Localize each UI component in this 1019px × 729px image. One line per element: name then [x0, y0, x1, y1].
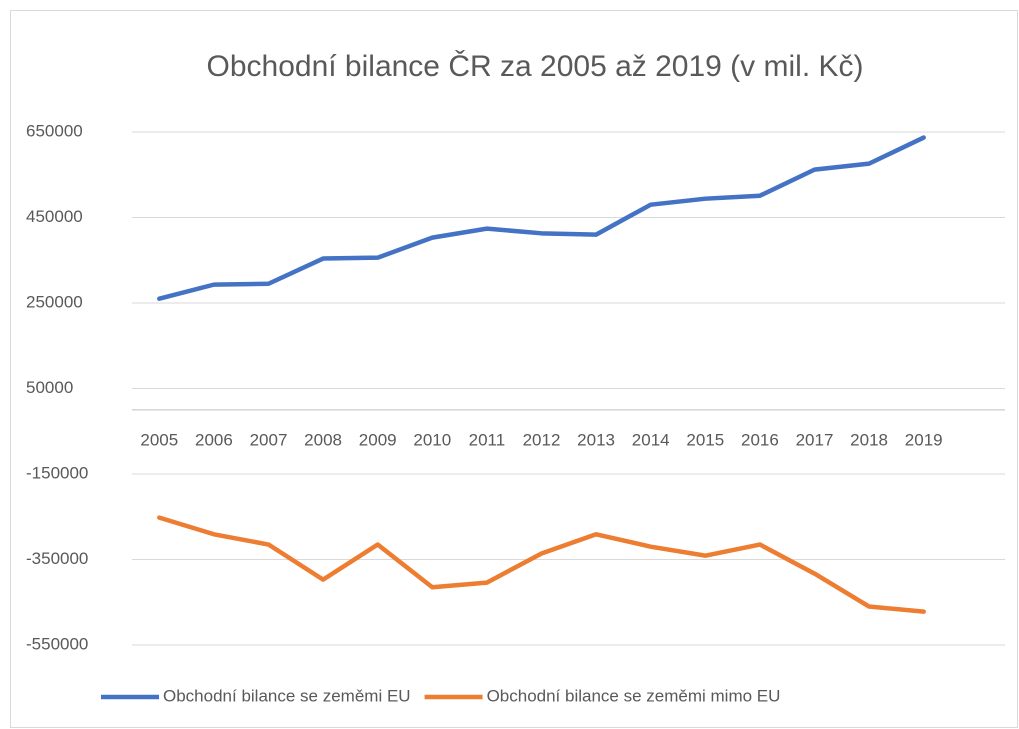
x-tick-label: 2013	[577, 430, 615, 449]
chart-frame	[10, 10, 1018, 728]
legend-label: Obchodní bilance se zeměmi EU	[163, 686, 411, 705]
y-tick-label: -350000	[26, 549, 88, 568]
x-tick-label: 2016	[741, 430, 779, 449]
chart-title: Obchodní bilance ČR za 2005 až 2019 (v m…	[207, 49, 864, 83]
y-tick-label: 250000	[26, 292, 83, 311]
y-tick-label: 50000	[26, 378, 73, 397]
data-line	[157, 515, 926, 614]
y-tick-label: -150000	[26, 463, 88, 482]
x-tick-label: 2014	[632, 430, 670, 449]
x-tick-label: 2019	[905, 430, 943, 449]
x-tick-label: 2009	[359, 430, 397, 449]
x-tick-label: 2015	[686, 430, 724, 449]
x-tick-label: 2018	[850, 430, 888, 449]
y-tick-label: 650000	[26, 121, 83, 140]
legend-label: Obchodní bilance se zeměmi mimo EU	[487, 686, 781, 705]
x-tick-label: 2008	[304, 430, 342, 449]
x-tick-label: 2017	[796, 430, 834, 449]
y-tick-label: 450000	[26, 207, 83, 226]
x-tick-label: 2012	[523, 430, 561, 449]
x-tick-label: 2006	[195, 430, 233, 449]
data-line	[157, 135, 926, 301]
x-tick-label: 2007	[250, 430, 288, 449]
x-tick-label: 2011	[469, 430, 506, 449]
x-tick-label: 2005	[140, 430, 178, 449]
x-tick-label: 2010	[413, 430, 451, 449]
y-tick-label: -550000	[26, 634, 88, 653]
